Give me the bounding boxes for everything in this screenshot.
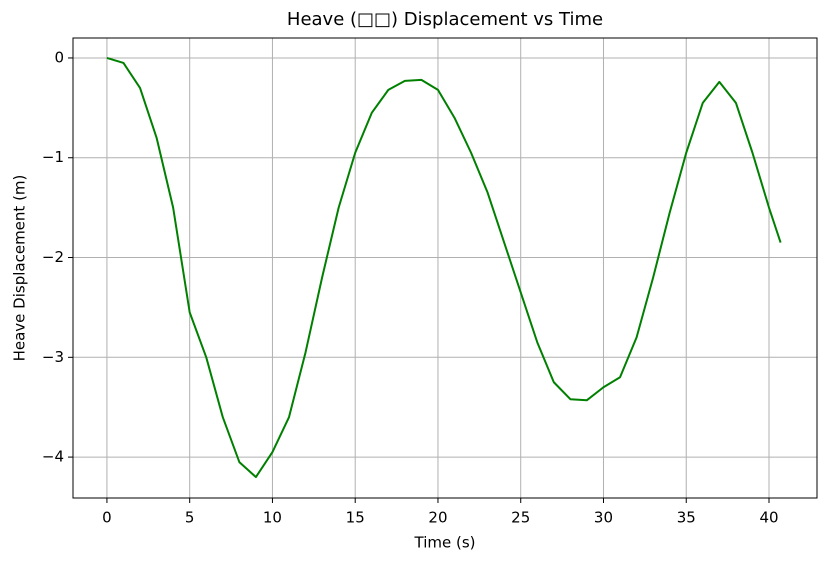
x-tick-label: 20 bbox=[428, 509, 447, 527]
x-tick-label: 40 bbox=[759, 509, 778, 527]
y-tick-label: −1 bbox=[42, 148, 64, 166]
chart-title: Heave (□□) Displacement vs Time bbox=[287, 9, 603, 30]
plot-frame bbox=[72, 37, 818, 499]
x-tick-label: 15 bbox=[346, 509, 365, 527]
x-tick-label: 35 bbox=[677, 509, 696, 527]
x-tick-label: 5 bbox=[185, 509, 195, 527]
y-tick-label: −2 bbox=[42, 248, 64, 266]
x-axis-label: Time (s) bbox=[414, 534, 476, 552]
y-tick-label: −4 bbox=[42, 448, 64, 466]
y-tick-label: −3 bbox=[42, 348, 64, 366]
x-tick-label: 30 bbox=[594, 509, 613, 527]
y-tick-label: 0 bbox=[54, 48, 64, 66]
x-tick-label: 0 bbox=[102, 509, 112, 527]
y-axis-label: Heave Displacement (m) bbox=[11, 175, 29, 362]
x-tick-label: 25 bbox=[511, 509, 530, 527]
data-line bbox=[106, 57, 782, 479]
x-tick-label: 10 bbox=[263, 509, 282, 527]
